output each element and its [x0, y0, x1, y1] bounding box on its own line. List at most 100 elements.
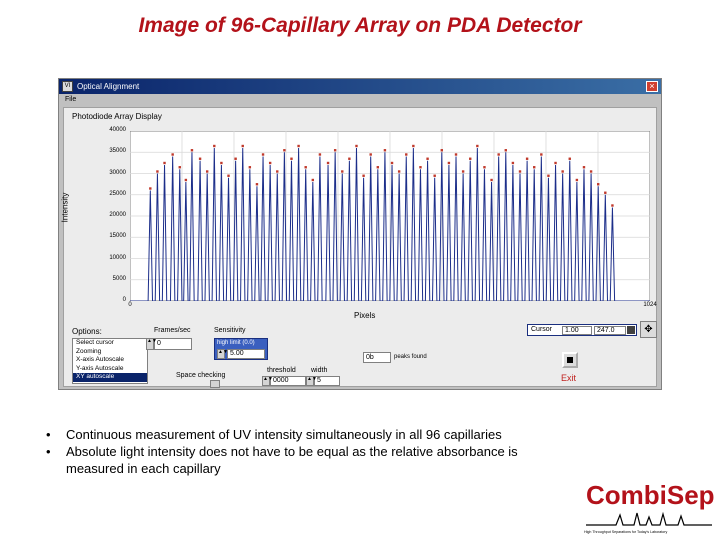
peak-marker	[554, 161, 557, 165]
peak-marker	[156, 170, 159, 173]
stop-icon	[567, 357, 573, 363]
cursor-x-field[interactable]: 1.00	[562, 326, 592, 335]
bullet-list: • Continuous measurement of UV intensity…	[46, 426, 686, 477]
threshold-label: threshold	[267, 367, 296, 374]
options-list-item[interactable]: XY autoscale	[73, 373, 147, 382]
close-button[interactable]: ×	[646, 81, 658, 92]
peak-marker	[376, 166, 380, 169]
peak-marker	[290, 157, 293, 160]
bullet-text: Absolute light intensity does not have t…	[66, 444, 518, 459]
frames-input[interactable]: 0	[154, 338, 192, 350]
peak-marker	[149, 187, 152, 190]
space-checking-label: Space checking	[176, 372, 226, 379]
threshold-spinner[interactable]: ▲▼	[262, 376, 273, 386]
peak-marker	[476, 144, 479, 148]
peak-marker	[283, 149, 286, 152]
frames-label: Frames/sec	[154, 327, 191, 334]
peak-marker	[589, 170, 593, 173]
x-tick-label: 1024	[643, 302, 657, 308]
peak-marker	[582, 166, 586, 169]
peak-marker	[220, 161, 223, 165]
y-tick-label: 40000	[109, 127, 126, 133]
peak-marker	[341, 170, 344, 173]
peak-marker	[433, 174, 436, 177]
peak-marker	[348, 157, 351, 160]
options-list-item[interactable]: X-axis Autoscale	[76, 356, 125, 364]
peak-marker	[198, 157, 202, 160]
y-tick-label: 0	[122, 297, 126, 303]
peak-marker	[568, 157, 571, 160]
peak-marker	[511, 161, 515, 165]
sensitivity-spinner[interactable]: ▲▼	[217, 349, 228, 359]
menu-file[interactable]: File	[65, 96, 77, 103]
peak-marker	[255, 183, 259, 186]
peak-marker	[397, 170, 401, 173]
peak-marker	[390, 161, 394, 165]
peak-marker	[163, 161, 166, 165]
options-list-item[interactable]: Select cursor	[76, 339, 114, 346]
peak-marker	[604, 191, 607, 194]
threshold-input[interactable]: 0000	[270, 376, 306, 386]
peak-marker	[575, 178, 579, 182]
peak-marker	[533, 166, 536, 169]
cursor-style-button[interactable]	[627, 326, 635, 334]
options-label: Options:	[72, 327, 102, 336]
peak-marker	[540, 153, 543, 156]
peak-marker	[205, 170, 209, 173]
peak-marker	[561, 170, 564, 173]
peak-marker	[440, 149, 443, 152]
exit-label: Exit	[561, 373, 577, 383]
cursor-display: Cursor 1.00 247.0	[527, 324, 637, 336]
cursor-label: Cursor	[531, 326, 553, 333]
peak-marker	[261, 153, 265, 156]
peak-marker	[304, 166, 307, 169]
peak-marker	[190, 149, 194, 152]
window-titlebar[interactable]: VI Optical Alignment ×	[59, 79, 661, 94]
y-tick-label: 20000	[109, 212, 126, 218]
y-tick-label: 35000	[109, 148, 126, 155]
width-label: width	[311, 367, 328, 374]
combisep-logo: CombiSep High Throughput Separations for…	[582, 480, 715, 536]
peak-marker	[611, 204, 614, 207]
width-input[interactable]: 5	[314, 376, 340, 386]
peak-marker	[241, 144, 244, 148]
peak-marker	[355, 144, 358, 148]
peak-marker	[405, 153, 408, 156]
space-checking-toggle[interactable]	[210, 380, 220, 388]
bullet-marker: •	[46, 427, 51, 442]
peak-marker	[490, 178, 493, 182]
peak-marker	[547, 174, 550, 177]
sensitivity-label: Sensitivity	[214, 327, 246, 334]
window-title: Optical Alignment	[77, 82, 140, 91]
peak-marker	[184, 178, 188, 182]
width-spinner[interactable]: ▲▼	[306, 376, 317, 386]
peak-marker	[597, 183, 600, 186]
frames-spinner[interactable]: ▲▼	[146, 338, 157, 350]
peak-marker	[311, 178, 315, 182]
plot-title: Photodiode Array Display	[72, 112, 162, 121]
logo-electropherogram-icon	[586, 511, 712, 526]
peak-marker	[419, 166, 422, 169]
front-panel: Photodiode Array Display Intensity Pixel…	[60, 107, 657, 388]
sensitivity-input[interactable]: 5.00	[227, 349, 265, 359]
peak-marker	[447, 161, 451, 165]
peak-marker	[171, 153, 174, 156]
peak-marker	[333, 149, 337, 152]
bullet-item: • Absolute light intensity does not have…	[46, 443, 686, 460]
photodiode-array-plot[interactable]	[130, 131, 650, 301]
peak-marker	[497, 153, 500, 156]
exit-button[interactable]	[562, 352, 578, 368]
peak-marker	[412, 144, 415, 148]
cursor-y-field[interactable]: 247.0	[594, 326, 626, 335]
menu-bar: File	[59, 94, 661, 106]
y-tick-label: 5000	[112, 275, 126, 282]
slide-title: Image of 96-Capillary Array on PDA Detec…	[138, 14, 582, 37]
peak-marker	[426, 157, 429, 160]
y-tick-label: 10000	[109, 254, 126, 261]
options-list[interactable]: Select cursor Zooming X-axis Autoscale Y-ax…	[72, 338, 148, 384]
options-list-item[interactable]: Y-axis Autoscale	[76, 364, 124, 372]
peak-marker	[383, 149, 387, 152]
crosshair-move-icon[interactable]: ✥	[640, 321, 657, 338]
y-tick-label: 25000	[109, 190, 126, 197]
options-list-item[interactable]: Zooming	[76, 347, 102, 355]
